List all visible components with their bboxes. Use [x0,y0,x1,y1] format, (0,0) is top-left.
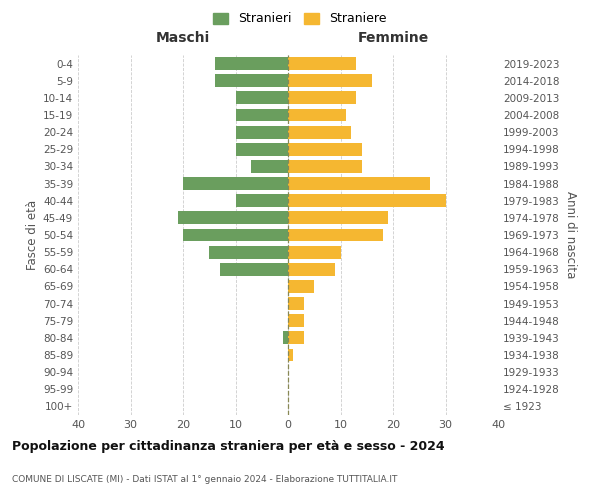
Bar [288,212,388,224]
Bar [288,177,430,190]
Bar [215,74,288,87]
Bar [288,228,383,241]
Bar [288,57,356,70]
Bar [288,143,361,156]
Bar [288,108,346,122]
Legend: Stranieri, Straniere: Stranieri, Straniere [209,8,391,29]
Bar [288,126,351,138]
Text: Femmine: Femmine [358,30,428,44]
Bar [235,143,288,156]
Bar [288,246,341,258]
Bar [283,332,288,344]
Bar [288,314,304,327]
Bar [288,194,445,207]
Text: Maschi: Maschi [156,30,210,44]
Bar [288,348,293,362]
Bar [183,228,288,241]
Bar [288,263,335,276]
Bar [215,57,288,70]
Y-axis label: Anni di nascita: Anni di nascita [564,192,577,278]
Bar [235,126,288,138]
Bar [288,160,361,173]
Bar [251,160,288,173]
Bar [235,108,288,122]
Text: Popolazione per cittadinanza straniera per età e sesso - 2024: Popolazione per cittadinanza straniera p… [12,440,445,453]
Bar [288,74,372,87]
Bar [288,297,304,310]
Y-axis label: Fasce di età: Fasce di età [26,200,39,270]
Bar [288,332,304,344]
Bar [288,280,314,293]
Bar [183,177,288,190]
Bar [209,246,288,258]
Text: COMUNE DI LISCATE (MI) - Dati ISTAT al 1° gennaio 2024 - Elaborazione TUTTITALIA: COMUNE DI LISCATE (MI) - Dati ISTAT al 1… [12,476,397,484]
Bar [220,263,288,276]
Bar [178,212,288,224]
Bar [288,92,356,104]
Bar [235,92,288,104]
Bar [235,194,288,207]
